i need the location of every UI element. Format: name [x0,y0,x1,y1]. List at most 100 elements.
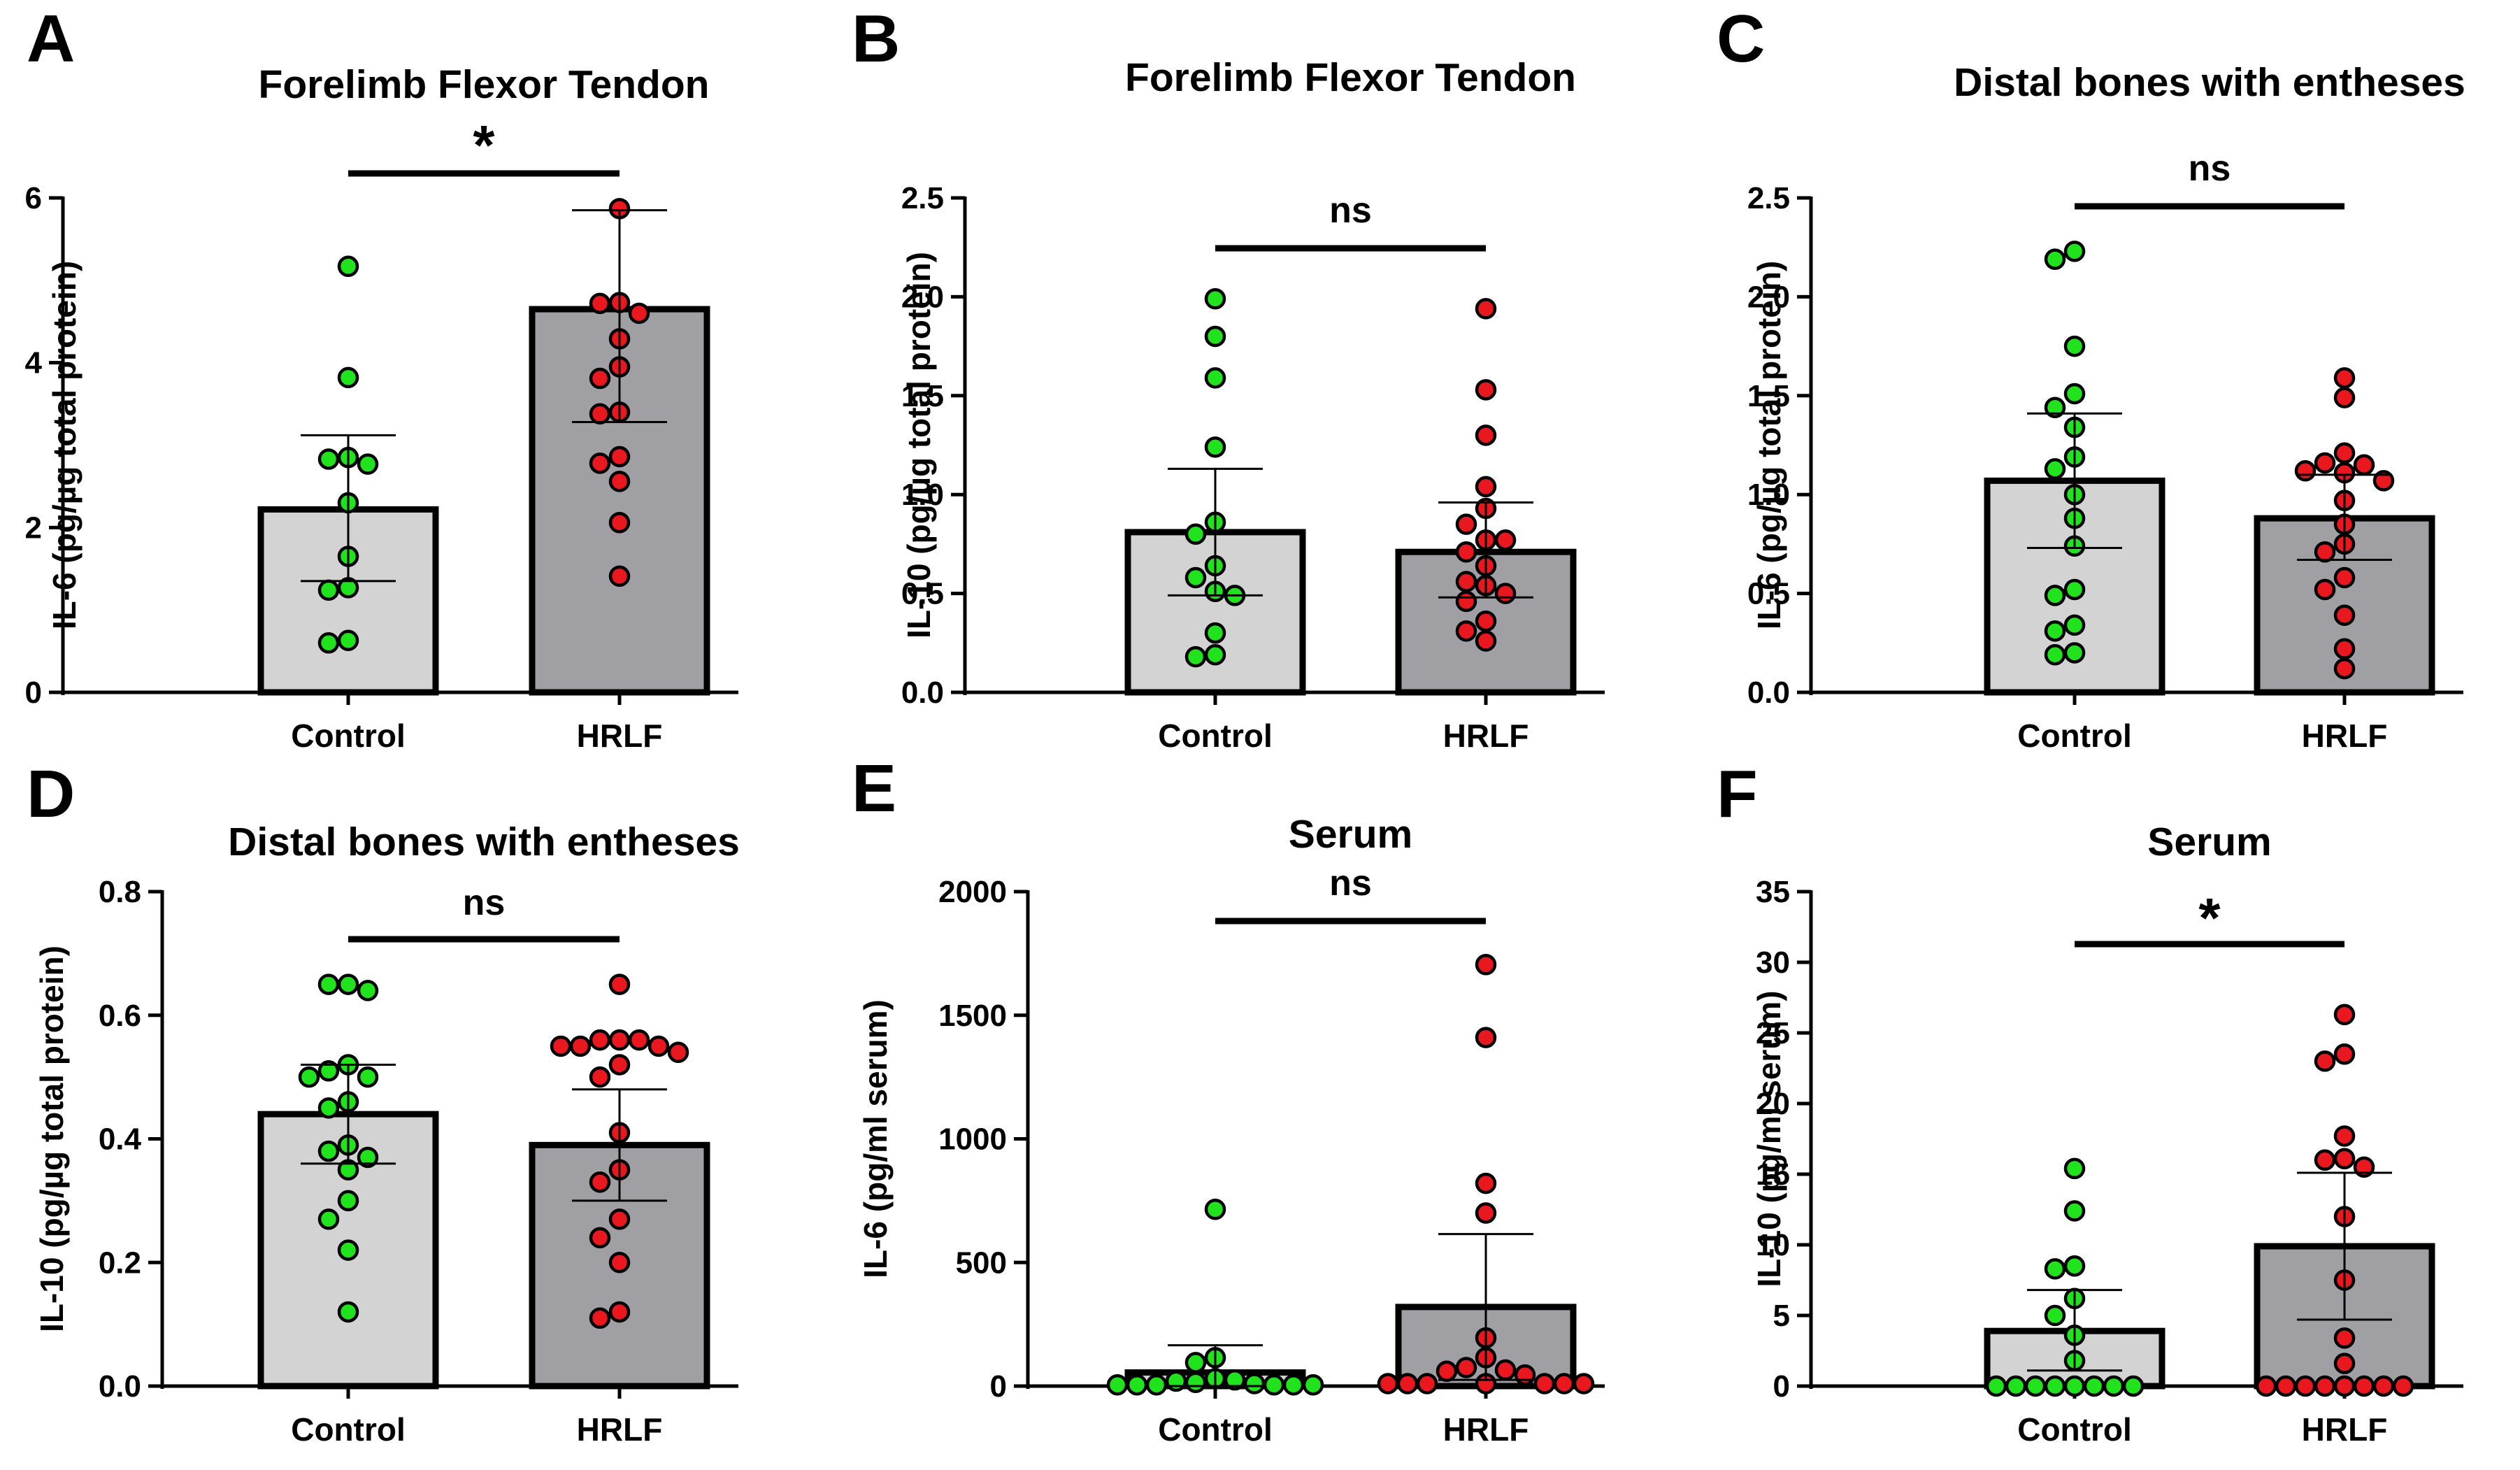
data-point [2063,1157,2086,1180]
data-point [589,292,611,315]
data-point [337,629,359,652]
data-point [2314,541,2336,563]
y-axis-label: IL-6 (pg/ml serum) [857,999,894,1278]
data-point [1494,1359,1517,1381]
data-point [337,366,359,389]
data-point [1475,610,1497,632]
data-point [608,1054,631,1076]
x-tick-label: HRLF [1443,718,1529,754]
data-point [1145,1373,1168,1396]
y-tick-label: 0 [990,1369,1007,1404]
data-point [337,1301,359,1323]
data-point [1302,1373,1324,1396]
significance-label: * [2198,887,2221,949]
data-point [1184,1371,1207,1393]
data-point [1455,620,1477,642]
data-point [357,453,379,475]
data-point [589,1066,611,1088]
data-point [1985,1375,2007,1397]
data-point [1455,590,1477,613]
data-point [2392,1375,2414,1397]
chart-panel-d: D Distal bones with entheses IL-10 (pg/µg … [27,757,740,1448]
data-point [589,367,611,390]
data-point [1416,1373,1438,1394]
y-tick-label: 0.8 [99,875,141,909]
data-point [317,1208,340,1230]
data-point [2044,644,2066,666]
panel-letter: D [27,757,75,832]
data-point [2063,335,2086,357]
data-point [1204,1198,1226,1220]
data-point [2333,638,2356,660]
x-tick-label: HRLF [2302,718,2388,754]
y-tick-label: 1.5 [901,379,944,413]
data-point [2353,1156,2375,1178]
significance-label: ns [1329,190,1372,231]
y-tick-label: 1.0 [901,478,944,512]
data-point [1455,541,1477,563]
x-tick-label: HRLF [577,1411,663,1448]
y-tick-label: 25 [1756,1016,1790,1050]
chart-panel-f: F Serum IL-10 (pg/ml serum) 0 5 10 15 20 25 30 35 C… [1717,757,2463,1448]
data-point [2333,1125,2356,1147]
data-point [317,1140,340,1162]
data-point [2083,1375,2105,1397]
data-point [2294,460,2317,482]
chart-title: Forelimb Flexor Tendon [259,62,710,107]
data-point [2275,1375,2297,1397]
data-point [2333,1043,2356,1065]
x-tick-label: HRLF [1443,1411,1529,1448]
data-point [2314,1375,2336,1397]
x-tick-label: HRLF [2302,1411,2388,1448]
data-point [2314,1050,2336,1072]
y-tick-label: 30 [1756,945,1790,980]
data-point [1224,1369,1246,1391]
data-point [337,1239,359,1261]
data-point [1396,1373,1419,1394]
y-tick-label: 0.6 [99,999,141,1033]
x-tick-label: Control [291,718,406,754]
data-point [589,1029,611,1051]
chart-title: Serum [1289,812,1412,857]
y-tick-label: 5 [1773,1299,1790,1333]
data-point [1475,424,1497,446]
data-point [1165,1370,1187,1392]
data-point [2044,585,2066,606]
data-point [2333,387,2356,408]
data-point [1475,954,1497,976]
data-point [1106,1373,1129,1396]
data-point [589,1307,611,1329]
bar-control [1124,529,1306,696]
x-tick-label: Control [2017,1411,2132,1448]
data-point [2063,1375,2086,1397]
data-point [608,1208,631,1230]
data-point [1475,1172,1497,1194]
data-point [2333,604,2356,626]
data-point [647,1035,670,1057]
data-point [667,1041,689,1064]
data-point [2063,1200,2086,1222]
data-point [2044,1375,2066,1397]
data-point [1436,1360,1458,1383]
data-point [337,255,359,278]
data-point [2063,614,2086,636]
data-point [1204,287,1226,310]
data-point [2044,1304,2066,1327]
y-tick-label: 0.2 [99,1246,141,1280]
data-point [2063,1255,2086,1277]
y-tick-label: 0 [1773,1369,1790,1404]
y-tick-label: 2.0 [901,280,944,314]
data-point [1475,630,1497,652]
data-point [1243,1373,1266,1394]
data-point [2353,1375,2375,1397]
data-point [317,448,340,470]
data-point [317,579,340,601]
data-point [2063,642,2086,664]
y-tick-label: 0.4 [99,1122,142,1157]
data-point [2333,566,2356,589]
data-point [2122,1375,2145,1397]
data-point [608,445,631,468]
data-point [2063,578,2086,601]
y-tick-label: 1.0 [1747,478,1790,512]
